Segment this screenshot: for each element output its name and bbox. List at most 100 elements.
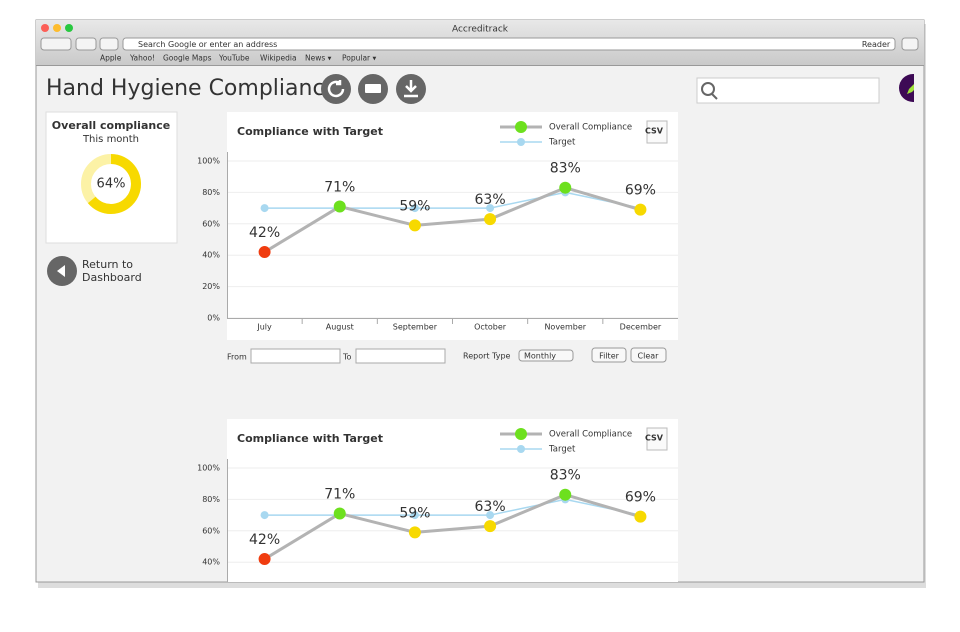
bookmark[interactable]: Apple bbox=[100, 54, 122, 63]
legend-marker bbox=[517, 138, 525, 146]
legend-label: Overall Compliance bbox=[549, 123, 632, 133]
csv-icon[interactable] bbox=[646, 120, 668, 144]
compliance-point bbox=[484, 213, 497, 226]
legend-marker bbox=[515, 121, 527, 133]
compliance-point bbox=[408, 219, 421, 232]
y-tick-label: 20% bbox=[202, 282, 220, 291]
refresh-button[interactable] bbox=[321, 74, 351, 104]
back-forward[interactable] bbox=[40, 37, 72, 51]
compliance-line bbox=[263, 186, 641, 254]
y-tick-label: 60% bbox=[202, 219, 220, 228]
compliance-point bbox=[333, 200, 346, 213]
target-line bbox=[264, 191, 641, 209]
clear-button[interactable] bbox=[630, 347, 667, 363]
target-point bbox=[260, 511, 269, 520]
x-tick-label: September bbox=[393, 323, 438, 332]
data-label: 63% bbox=[475, 499, 506, 515]
legend-label: Target bbox=[548, 445, 576, 455]
donut-value bbox=[87, 154, 141, 214]
legend-label: Overall Compliance bbox=[549, 430, 632, 440]
compliance-point bbox=[634, 203, 647, 216]
y-tick-label: 40% bbox=[202, 558, 220, 567]
bookmark[interactable]: Google Maps bbox=[163, 54, 212, 63]
icloud-button[interactable] bbox=[75, 37, 97, 51]
chart-title: Compliance with Target bbox=[237, 125, 383, 138]
reader-button[interactable]: Reader bbox=[862, 40, 891, 49]
from-input[interactable] bbox=[250, 348, 341, 364]
bookmark[interactable]: News ▾ bbox=[305, 54, 332, 63]
summary-title: Overall compliance bbox=[52, 119, 170, 132]
from-label: From bbox=[227, 353, 247, 362]
target-point bbox=[410, 511, 419, 520]
bookmark[interactable]: Wikipedia bbox=[260, 54, 297, 63]
legend-marker bbox=[517, 445, 525, 453]
address-bar[interactable] bbox=[122, 37, 896, 51]
target-point bbox=[486, 511, 495, 520]
bookmark[interactable]: Yahoo! bbox=[129, 54, 155, 63]
return-link[interactable]: Return to bbox=[82, 258, 133, 271]
data-label: 71% bbox=[324, 180, 355, 196]
search-icon bbox=[701, 82, 715, 96]
csv-label: CSV bbox=[645, 434, 664, 443]
compliance-point bbox=[634, 510, 647, 523]
data-label: 42% bbox=[249, 225, 280, 241]
window-title: Accreditrack bbox=[452, 25, 509, 35]
print-icon bbox=[365, 84, 381, 93]
x-tick-label: August bbox=[326, 323, 354, 332]
report-type-value: Monthly bbox=[524, 352, 556, 361]
legend-marker bbox=[515, 428, 527, 440]
chart-panel bbox=[227, 112, 678, 340]
clear-button-label: Clear bbox=[638, 352, 660, 361]
target-point bbox=[410, 204, 419, 213]
summary-value: 64% bbox=[97, 177, 126, 192]
return-link[interactable]: Dashboard bbox=[82, 271, 142, 284]
return-icon bbox=[57, 265, 65, 277]
edit-button[interactable] bbox=[899, 74, 927, 102]
y-tick-label: 0% bbox=[207, 314, 220, 323]
compliance-point bbox=[258, 246, 271, 259]
csv-icon[interactable] bbox=[646, 427, 668, 451]
data-label: 69% bbox=[625, 490, 656, 506]
x-tick-label: July bbox=[256, 323, 272, 332]
data-label: 59% bbox=[399, 505, 430, 521]
y-tick-label: 60% bbox=[202, 526, 220, 535]
bookmark[interactable]: Popular ▾ bbox=[342, 54, 377, 63]
bookmark[interactable]: YouTube bbox=[218, 54, 250, 63]
to-input[interactable] bbox=[355, 348, 446, 364]
compliance-line bbox=[263, 493, 641, 561]
report-type-select[interactable] bbox=[518, 349, 574, 362]
summary-card bbox=[45, 111, 178, 244]
compliance-point bbox=[333, 507, 346, 520]
compliance-point bbox=[258, 553, 271, 566]
filter-button[interactable] bbox=[591, 347, 627, 363]
close-button[interactable] bbox=[41, 24, 49, 32]
y-tick-label: 80% bbox=[202, 188, 220, 197]
data-label: 69% bbox=[625, 183, 656, 199]
edit-icon bbox=[907, 84, 914, 94]
to-label: To bbox=[342, 353, 352, 362]
refresh-icon bbox=[327, 80, 345, 98]
data-label: 83% bbox=[550, 161, 581, 177]
zoom-button[interactable] bbox=[65, 24, 73, 32]
data-label: 42% bbox=[249, 532, 280, 548]
summary-subtitle: This month bbox=[82, 134, 139, 145]
y-tick-label: 40% bbox=[202, 251, 220, 260]
compliance-point bbox=[559, 181, 572, 194]
filter-button-label: Filter bbox=[599, 352, 620, 361]
report-type-label: Report Type bbox=[463, 352, 511, 361]
page-title: Hand Hygiene Compliance bbox=[46, 76, 338, 101]
x-tick-label: October bbox=[474, 323, 507, 332]
search-box[interactable] bbox=[696, 77, 880, 104]
share-button[interactable] bbox=[99, 37, 119, 51]
data-label: 83% bbox=[550, 468, 581, 484]
target-point bbox=[486, 204, 495, 213]
compliance-point bbox=[408, 526, 421, 539]
csv-label: CSV bbox=[645, 127, 664, 136]
data-label: 63% bbox=[475, 192, 506, 208]
y-tick-label: 100% bbox=[197, 157, 220, 166]
legend-label: Target bbox=[548, 138, 576, 148]
minimize-button[interactable] bbox=[53, 24, 61, 32]
downloads-button[interactable] bbox=[901, 37, 919, 51]
